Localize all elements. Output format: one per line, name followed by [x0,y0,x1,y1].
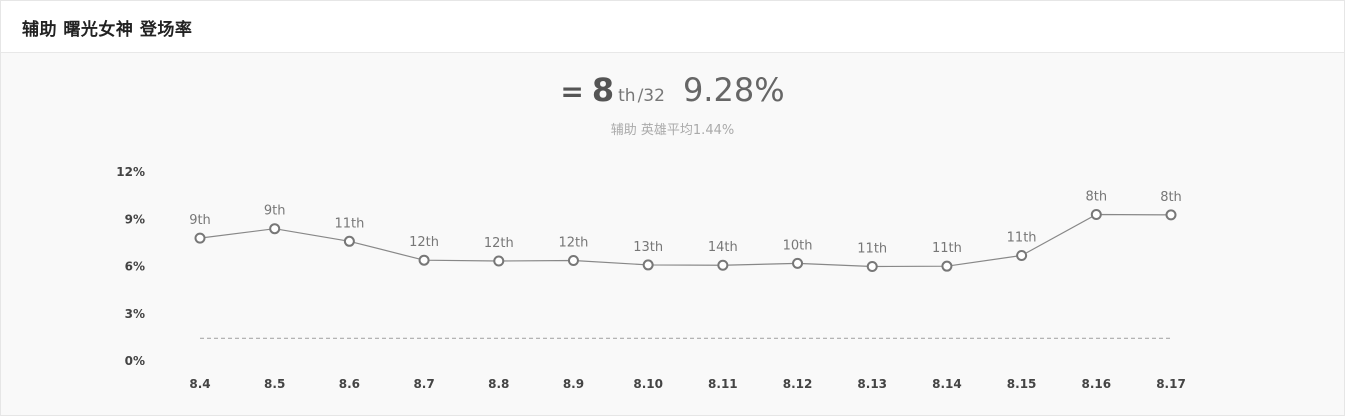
rank-suffix: th [618,86,636,106]
data-point[interactable] [343,235,355,247]
point-rank-label: 11th [932,241,962,256]
rank-number: 8 [591,71,615,109]
y-tick-label: 12% [116,165,145,179]
x-tick-label: 8.8 [488,377,509,391]
data-point[interactable] [717,259,729,271]
trend-equal-icon: = [560,75,584,108]
x-tick-label: 8.12 [783,377,813,391]
y-axis: 0% 3% 6% 9% 12% [116,165,145,368]
x-tick-label: 8.17 [1156,377,1186,391]
y-tick-label: 6% [125,260,145,274]
point-rank-label: 12th [559,236,589,251]
panel-title: 辅助 曙光女神 登场率 [22,20,193,40]
point-rank-label: 8th [1086,190,1108,205]
x-axis: 8.4 8.5 8.6 8.7 8.8 8.9 8.10 8.11 8.12 8.13 8.14 8.… [189,377,1185,391]
data-point[interactable] [1165,209,1177,221]
x-tick-label: 8.10 [633,377,663,391]
data-point[interactable] [642,259,654,271]
points-layer [194,209,1177,272]
data-point[interactable] [194,232,206,244]
x-tick-label: 8.9 [563,377,584,391]
data-point[interactable] [567,255,579,267]
x-tick-label: 8.14 [932,377,962,391]
x-tick-label: 8.11 [708,377,738,391]
panel-header: 辅助 曙光女神 登场率 [1,1,1344,53]
data-point[interactable] [866,261,878,272]
point-rank-label: 9th [264,204,286,219]
x-tick-label: 8.15 [1007,377,1037,391]
x-tick-label: 8.16 [1082,377,1112,391]
series-layer [199,213,1172,268]
data-point[interactable] [792,257,804,269]
usage-rate-value: 9.28% [682,71,785,109]
data-point[interactable] [1016,249,1028,261]
point-rank-label: 11th [334,216,364,231]
point-rank-label: 13th [633,240,663,255]
x-tick-label: 8.4 [189,377,210,391]
x-tick-label: 8.5 [264,377,285,391]
x-tick-label: 8.7 [413,377,434,391]
point-rank-label: 8th [1160,190,1182,205]
y-tick-label: 0% [125,354,145,368]
point-rank-label: 10th [783,238,813,253]
data-point[interactable] [1090,209,1102,221]
data-point[interactable] [269,223,281,235]
point-rank-label: 11th [857,242,887,257]
point-rank-label: 12th [484,236,514,251]
point-rank-label: 14th [708,240,738,255]
usage-rate-series-line [199,213,1172,268]
point-rank-label: 9th [189,213,211,228]
data-point[interactable] [418,254,430,266]
point-rank-label: 12th [409,235,439,250]
y-tick-label: 9% [125,212,145,226]
data-point[interactable] [941,260,953,272]
x-tick-label: 8.13 [857,377,887,391]
x-tick-label: 8.6 [339,377,360,391]
data-point[interactable] [493,255,505,267]
rank-labels-layer: 9th 9th 11th 12th 12th 12th 13th 14th 10th 11th 11… [189,190,1182,257]
rank-total: /32 [637,86,665,106]
role-average-label: 辅助 英雄平均1.44% [610,123,735,138]
y-tick-label: 3% [125,307,145,321]
point-rank-label: 11th [1007,230,1037,245]
